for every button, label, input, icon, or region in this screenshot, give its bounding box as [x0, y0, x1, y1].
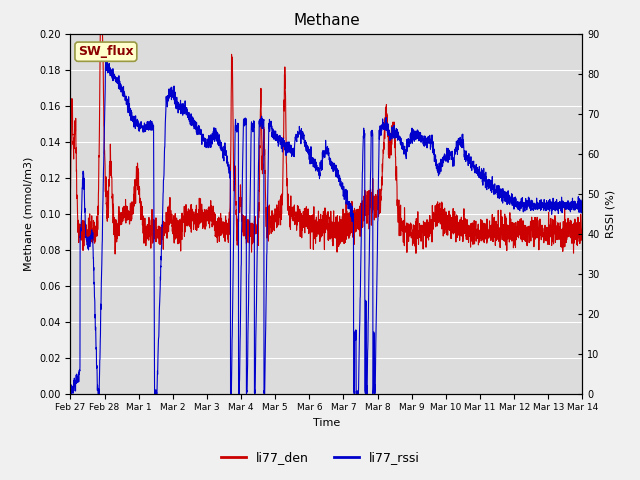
Y-axis label: RSSI (%): RSSI (%): [605, 190, 615, 238]
Text: SW_flux: SW_flux: [78, 45, 134, 58]
X-axis label: Time: Time: [313, 418, 340, 428]
Title: Methane: Methane: [293, 13, 360, 28]
Legend: li77_den, li77_rssi: li77_den, li77_rssi: [216, 446, 424, 469]
Y-axis label: Methane (mmol/m3): Methane (mmol/m3): [24, 156, 34, 271]
